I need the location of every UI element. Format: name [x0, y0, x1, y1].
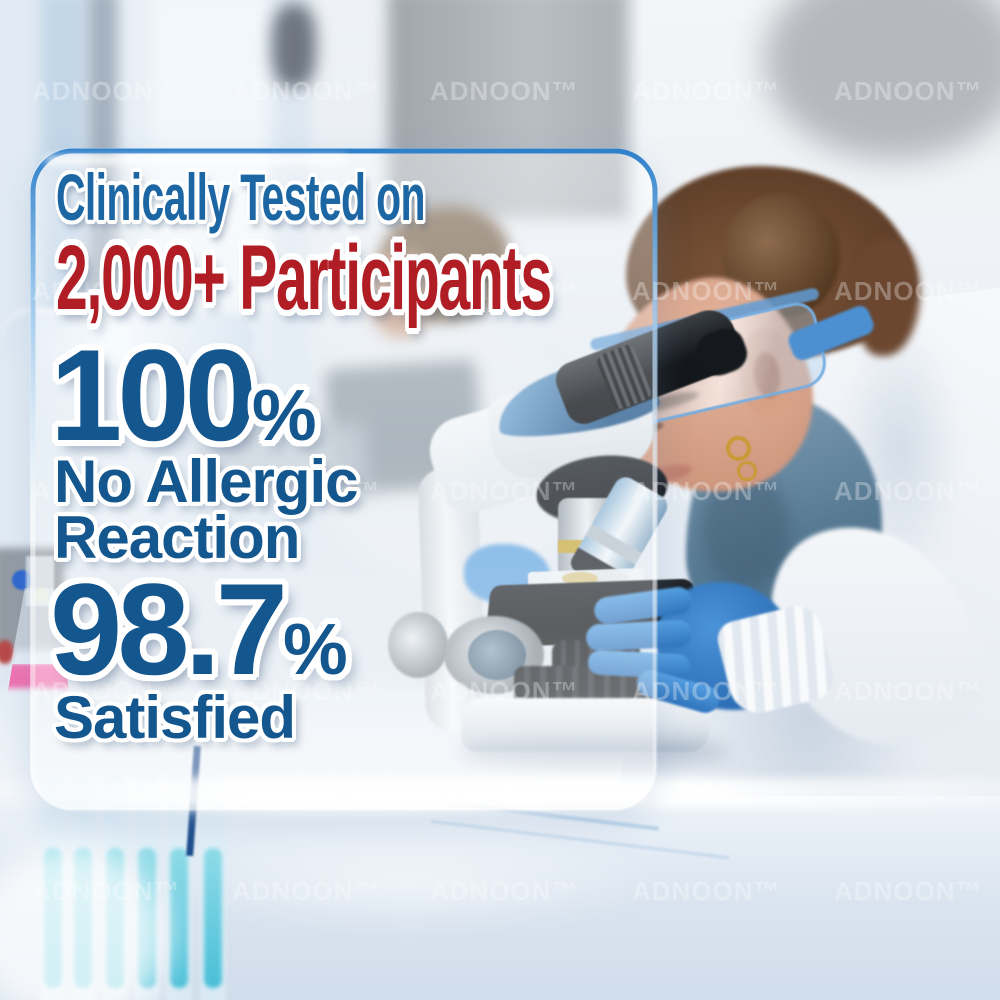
stat-value: 100 [50, 322, 257, 468]
hair-wisp [856, 238, 920, 356]
stat-allergy-label-line1: No Allergic [54, 448, 359, 515]
red-vial-cap [0, 640, 14, 664]
gold-earring [726, 436, 751, 461]
percent-sign: % [251, 375, 317, 456]
test-tube-liquid [204, 848, 222, 988]
stat-satisfied-value: 98.7% [50, 564, 348, 694]
stat-satisfied-label: Satisfied [54, 684, 296, 751]
panel-bottom-glow [30, 770, 658, 816]
stat-allergy-value: 100% [50, 330, 317, 460]
bench-sheen [150, 820, 670, 940]
percent-sign: % [283, 609, 348, 690]
headline-line1: Clinically Tested on [56, 160, 425, 234]
headline-line2: 2,000+ Participants [56, 227, 552, 329]
background-fixture [272, 4, 316, 88]
test-tube [166, 776, 192, 1000]
stat-value: 98.7 [50, 556, 288, 702]
test-tube-liquid [170, 848, 188, 988]
gold-earring [737, 461, 757, 481]
